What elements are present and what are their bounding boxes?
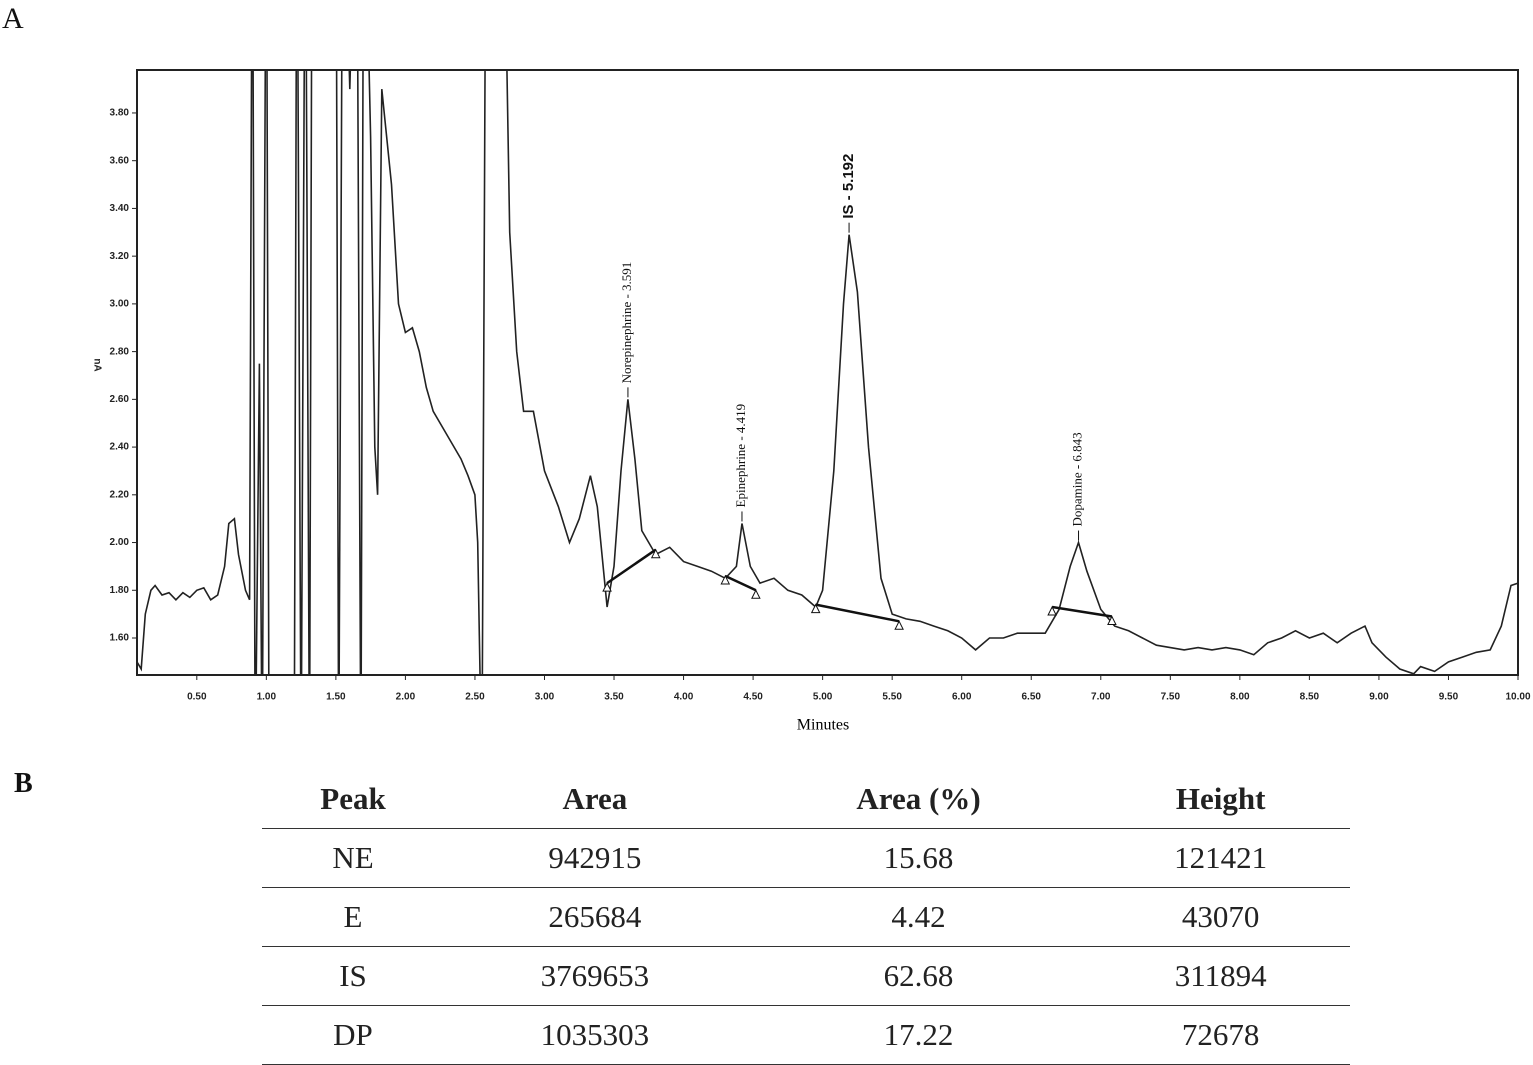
x-tick-label: 7.50 (1161, 692, 1181, 703)
x-tick-label: 9.00 (1369, 692, 1389, 703)
x-tick-label: 1.50 (326, 692, 346, 703)
x-tick-label: 4.00 (674, 692, 694, 703)
peak-annotation: Dopamine - 6.843 (1070, 432, 1085, 526)
table-cell: 3769653 (443, 946, 746, 1006)
table-row: E 265684 4.42 43070 (262, 887, 1350, 947)
table-cell: 43070 (1091, 887, 1350, 947)
table-cell: 15.68 (745, 828, 1092, 888)
y-tick-label: 3.40 (110, 203, 130, 214)
y-tick-label: 2.60 (110, 394, 130, 405)
table-cell: 62.68 (745, 946, 1092, 1006)
x-tick-label: 5.50 (882, 692, 902, 703)
table-cell: 1035303 (443, 1005, 746, 1065)
table-cell: 121421 (1091, 828, 1350, 888)
y-axis-label: nA (91, 358, 102, 371)
x-tick-label: 3.50 (604, 692, 624, 703)
chromatogram-trace (137, 70, 1518, 675)
x-tick-label: 3.00 (535, 692, 555, 703)
column-header: Height (1091, 770, 1350, 829)
table-cell: 311894 (1091, 946, 1350, 1006)
x-tick-label: 6.50 (1022, 692, 1042, 703)
table-row: DP 1035303 17.22 72678 (262, 1005, 1350, 1065)
y-tick-label: 1.80 (110, 585, 130, 596)
baseline-marker (894, 620, 904, 630)
x-tick-label: 5.00 (813, 692, 833, 703)
header-row: Peak Area Area (%) Height (262, 770, 1350, 829)
y-tick-label: 1.60 (110, 633, 130, 644)
y-tick-label: 2.00 (110, 537, 130, 548)
peak-baseline (1051, 605, 1113, 618)
x-tick-label: 2.50 (465, 692, 485, 703)
table-cell: 4.42 (745, 887, 1092, 947)
baseline-marker (602, 581, 612, 592)
x-tick-label: 7.00 (1091, 692, 1111, 703)
x-tick-label: 2.00 (396, 692, 416, 703)
baseline-marker (720, 574, 731, 585)
peak-table: Peak Area Area (%) Height NE 942915 15.68 12142… (262, 770, 1350, 1065)
y-tick-label: 3.00 (110, 299, 130, 310)
table-cell: 942915 (443, 828, 746, 888)
table-cell: 17.22 (745, 1005, 1092, 1065)
peak-baseline (815, 603, 900, 623)
x-tick-label: 1.00 (257, 692, 277, 703)
panel-label: A (2, 2, 24, 35)
x-tick-label: 8.00 (1230, 692, 1250, 703)
baseline-marker (1107, 615, 1117, 626)
y-tick-label: 2.40 (110, 442, 130, 453)
x-tick-label: 9.50 (1439, 692, 1459, 703)
column-header: Area (%) (745, 770, 1092, 829)
table-cell: 72678 (1091, 1005, 1350, 1065)
table-cell: 265684 (443, 887, 746, 947)
chart: A nA Minutes 1.60 1.80 2.00 2.20 2.40 2.60 2.8… (2, 2, 1531, 734)
baseline-marker (810, 603, 821, 614)
baseline-marker (650, 548, 661, 559)
peak-baseline (606, 548, 657, 585)
y-tick-label: 3.20 (110, 251, 130, 262)
peak-annotation: Norepinephrine - 3.591 (619, 262, 634, 384)
table-cell: E (262, 887, 444, 947)
table-row: IS 3769653 62.68 311894 (262, 946, 1350, 1006)
column-header: Area (443, 770, 746, 829)
y-tick-label: 3.60 (110, 155, 130, 166)
plot-frame (136, 69, 1519, 676)
peak-annotation: Epinephrine - 4.419 (733, 404, 748, 508)
x-tick-label: 4.50 (743, 692, 763, 703)
peak-annotation: IS - 5.192 (840, 154, 857, 219)
x-tick-label: 10.00 (1505, 692, 1530, 703)
baseline-marker (1047, 605, 1057, 616)
table-cell: DP (262, 1005, 444, 1065)
peak-baseline (724, 574, 757, 592)
baseline-marker (751, 589, 761, 599)
x-axis-label: Minutes (797, 717, 849, 734)
x-tick-label: 8.50 (1300, 692, 1320, 703)
x-tick-label: 6.00 (952, 692, 972, 703)
column-header: Peak (262, 770, 444, 829)
y-tick-label: 2.80 (110, 346, 130, 357)
table-row: NE 942915 15.68 121421 (262, 828, 1350, 888)
table-cell: NE (262, 828, 444, 888)
y-tick-label: 2.20 (110, 489, 130, 500)
y-tick-label: 3.80 (110, 108, 130, 119)
panel-label: B (14, 768, 33, 799)
table-cell: IS (262, 946, 444, 1006)
x-tick-label: 0.50 (187, 692, 207, 703)
